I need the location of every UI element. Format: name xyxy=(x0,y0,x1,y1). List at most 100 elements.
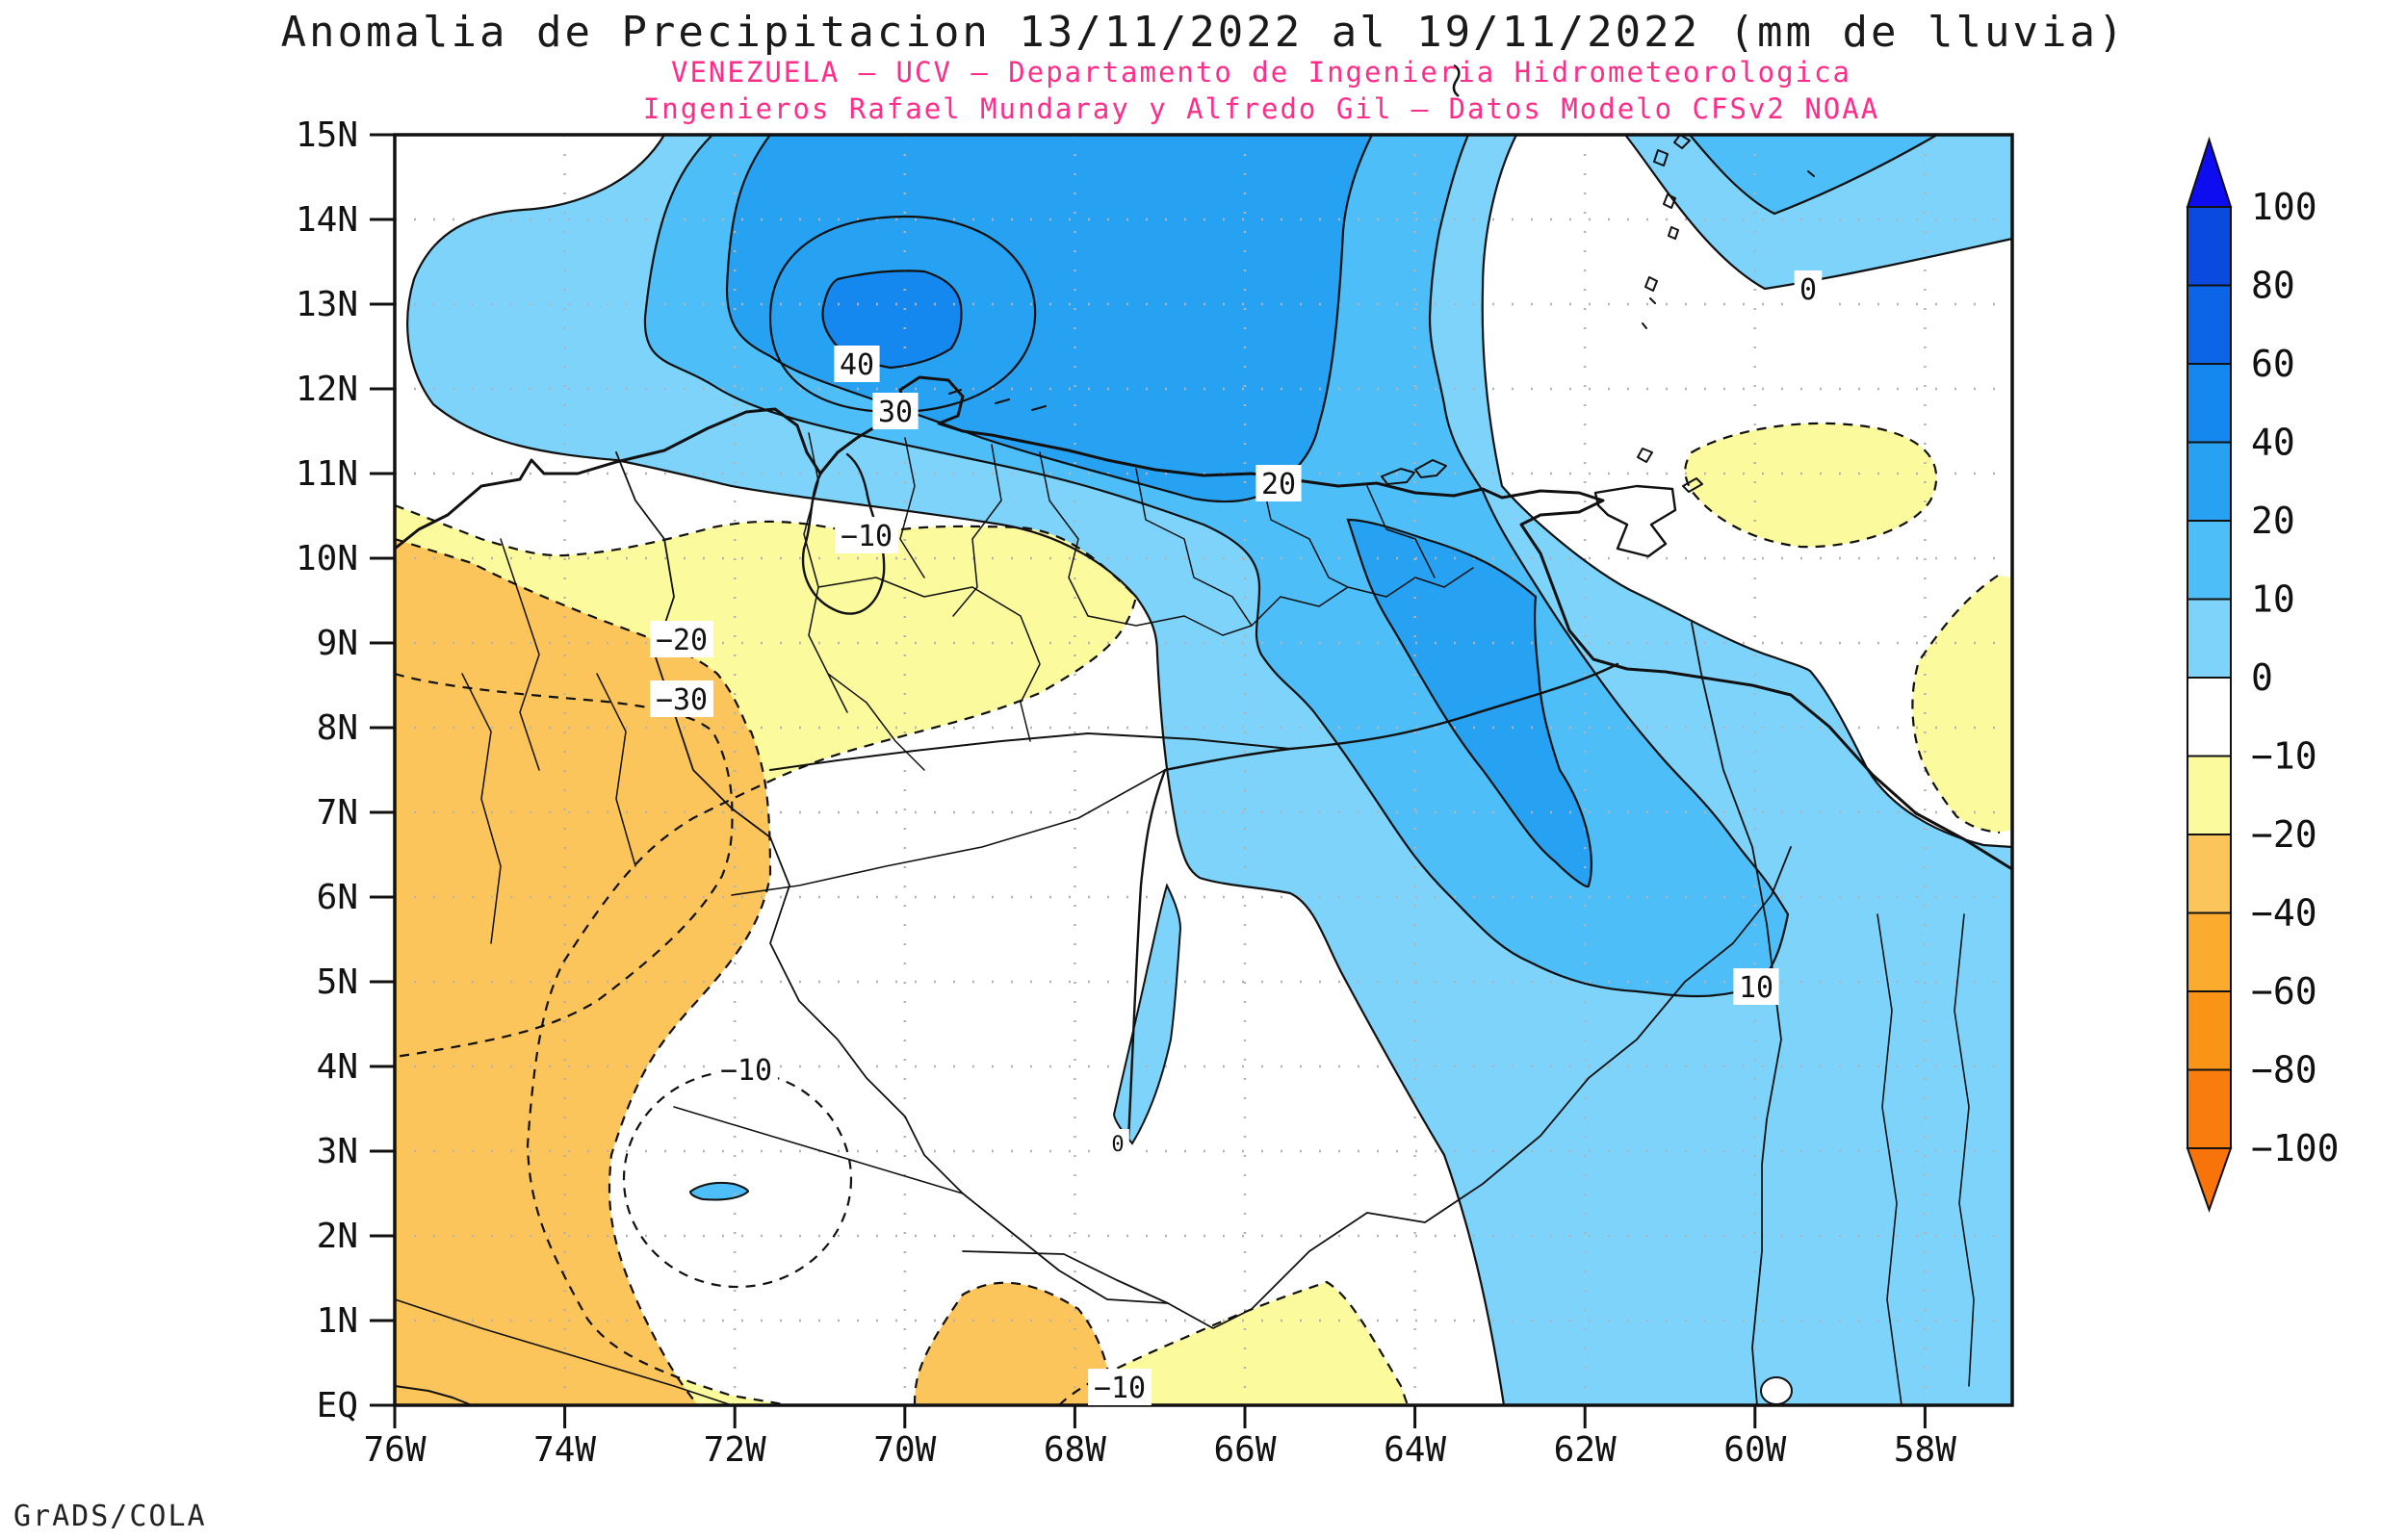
contour-label-box xyxy=(1794,270,1823,307)
fill-20-to-40-southeast xyxy=(1348,520,1592,887)
colorbar-label: 10 xyxy=(2251,578,2295,621)
contour-neg30-west xyxy=(394,672,734,1059)
contour-30 xyxy=(768,215,1037,414)
coastline xyxy=(393,375,2014,871)
contour-label-box xyxy=(1088,1369,1152,1405)
fill-neg10-northeast-blob xyxy=(1685,423,1937,548)
contour-label: 30 xyxy=(878,396,913,429)
x-axis-label: 64W xyxy=(1384,1430,1446,1470)
contour-label-box xyxy=(650,621,713,657)
y-axis-label: 4N xyxy=(317,1047,358,1087)
border-venezuela-brazil xyxy=(1167,846,1792,1329)
contour-label-box xyxy=(835,517,898,553)
contour-label: −10 xyxy=(720,1054,772,1088)
fill-ne-cap-0-to-10 xyxy=(1625,135,2012,289)
border-venezuela-guyana xyxy=(1691,622,1782,1406)
island-tobago xyxy=(1682,477,1703,493)
river-guaviare xyxy=(673,1106,964,1194)
contour-label-box xyxy=(1106,1129,1129,1158)
colorbar-segment xyxy=(2187,520,2232,601)
y-axis-label: 15N xyxy=(296,116,358,155)
x-axis-label: 66W xyxy=(1213,1430,1276,1470)
border-colombia-venezuela xyxy=(615,451,1169,1304)
plot-border xyxy=(393,133,2014,1407)
contour-20-north xyxy=(725,134,1373,503)
x-axis-label: 60W xyxy=(1723,1430,1786,1470)
contour-label: 10 xyxy=(1739,971,1773,1005)
basemap-lines xyxy=(393,134,2014,1406)
colorbar-segment xyxy=(2187,834,2232,914)
colorbar-arrow-bottom xyxy=(2186,1147,2233,1214)
colorbar-label: 60 xyxy=(2251,343,2295,385)
contour-label: 40 xyxy=(840,348,874,382)
map-subtitle-2: Ingenieros Rafael Mundaray y Alfredo Gil… xyxy=(642,92,1880,125)
y-axis-label: 5N xyxy=(317,962,358,1002)
x-axis-label: 68W xyxy=(1044,1430,1106,1470)
contour-neg10-west xyxy=(394,503,1138,1407)
contour-label-box xyxy=(1255,465,1302,501)
colorbar-label: 40 xyxy=(2251,422,2295,464)
fill-white-oval-southeast xyxy=(1760,1376,1793,1405)
fill-white-oval-southwest xyxy=(624,1071,851,1287)
colorbar-segment xyxy=(2187,284,2232,365)
y-axis-label: 1N xyxy=(317,1301,358,1341)
grads-credit: GrADS/COLA xyxy=(13,1500,207,1533)
colorbar-label: −40 xyxy=(2251,892,2317,935)
contour-label: −10 xyxy=(841,520,893,553)
fill-ne-cap-10-to-20 xyxy=(1690,135,1937,214)
contour-0-main-west xyxy=(406,134,1506,1406)
lines-colombia-interior xyxy=(461,538,636,944)
fill-40-to-60-core xyxy=(822,270,962,368)
contour-neg20-bottom-patch xyxy=(913,1281,1117,1406)
state-boundaries-venezuela xyxy=(803,432,1474,771)
contour-label: 20 xyxy=(1261,468,1296,501)
colorbar-label: 80 xyxy=(2251,265,2295,307)
fill-20-to-40-north xyxy=(727,135,1372,502)
colorbar-segment xyxy=(2187,206,2232,287)
contour-neg10-east-blob xyxy=(1911,575,2001,834)
contour-fill-regions xyxy=(395,135,2012,1405)
y-axis-label: 13N xyxy=(296,285,358,324)
river-meta xyxy=(731,769,1166,896)
contour-0-main-east xyxy=(1481,134,2013,849)
contour-label-box xyxy=(650,680,713,717)
x-axis-label: 72W xyxy=(704,1430,766,1470)
river-orinoco xyxy=(1126,662,1619,1142)
fill-neg10-east-blob xyxy=(1912,576,2012,833)
fill-blue-lens xyxy=(688,1181,750,1201)
contour-label: 0 xyxy=(1111,1133,1124,1157)
contour-label: −20 xyxy=(656,624,708,657)
colorbar-segment xyxy=(2187,598,2232,679)
y-axis-label: 11N xyxy=(296,454,358,494)
contour-label-box xyxy=(1733,968,1779,1005)
contour-20-southeast xyxy=(1346,518,1593,888)
colorbar-label: −20 xyxy=(2251,813,2317,856)
contour-label-box xyxy=(714,1051,778,1088)
contour-0-ne-cap xyxy=(1624,134,2013,291)
contour-10-band xyxy=(643,134,1790,998)
y-axis-label: 3N xyxy=(317,1132,358,1171)
x-axis-label: 74W xyxy=(533,1430,596,1470)
colorbar-segment xyxy=(2187,755,2232,835)
river-apure xyxy=(769,732,1291,771)
contour-label: −30 xyxy=(656,683,708,717)
colorbar-label: −100 xyxy=(2251,1127,2340,1169)
y-axis-label: 8N xyxy=(317,708,358,748)
colorbar-segment xyxy=(2187,1068,2232,1149)
map-title: Anomalia de Precipitacion 13/11/2022 al … xyxy=(280,8,2127,57)
contour-label-box xyxy=(872,393,919,429)
islands-abc xyxy=(948,389,1047,411)
contour-neg10-ne-blob xyxy=(1684,422,1938,549)
islands-lesser-antilles xyxy=(1637,134,1815,463)
fill-neg20-west xyxy=(395,539,770,1405)
contour-10-ne-cap xyxy=(1689,134,1938,216)
colorbar-segment xyxy=(2187,363,2232,444)
x-axis-label: 62W xyxy=(1554,1430,1617,1470)
island-trinidad xyxy=(1593,484,1677,558)
colorbar-label: 20 xyxy=(2251,500,2295,542)
coast-southwest xyxy=(394,1385,473,1406)
colorbar-label: 0 xyxy=(2251,656,2273,699)
colorbar-segment xyxy=(2187,911,2232,992)
